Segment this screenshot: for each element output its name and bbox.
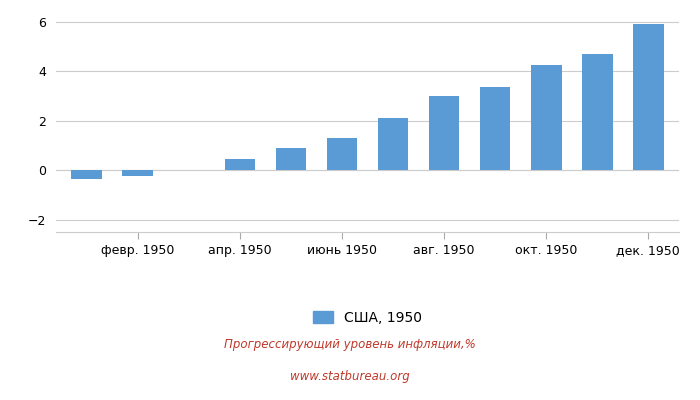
Bar <box>633 24 664 170</box>
Legend: США, 1950: США, 1950 <box>307 305 428 330</box>
Bar <box>531 65 561 170</box>
Bar <box>225 159 256 170</box>
Bar <box>378 118 408 170</box>
Bar <box>71 170 102 179</box>
Text: Прогрессирующий уровень инфляции,%: Прогрессирующий уровень инфляции,% <box>224 338 476 351</box>
Bar <box>582 54 612 170</box>
Bar <box>429 96 459 170</box>
Text: www.statbureau.org: www.statbureau.org <box>290 370 410 383</box>
Bar <box>480 87 510 170</box>
Bar <box>122 170 153 176</box>
Bar <box>327 138 357 170</box>
Bar <box>276 148 306 170</box>
